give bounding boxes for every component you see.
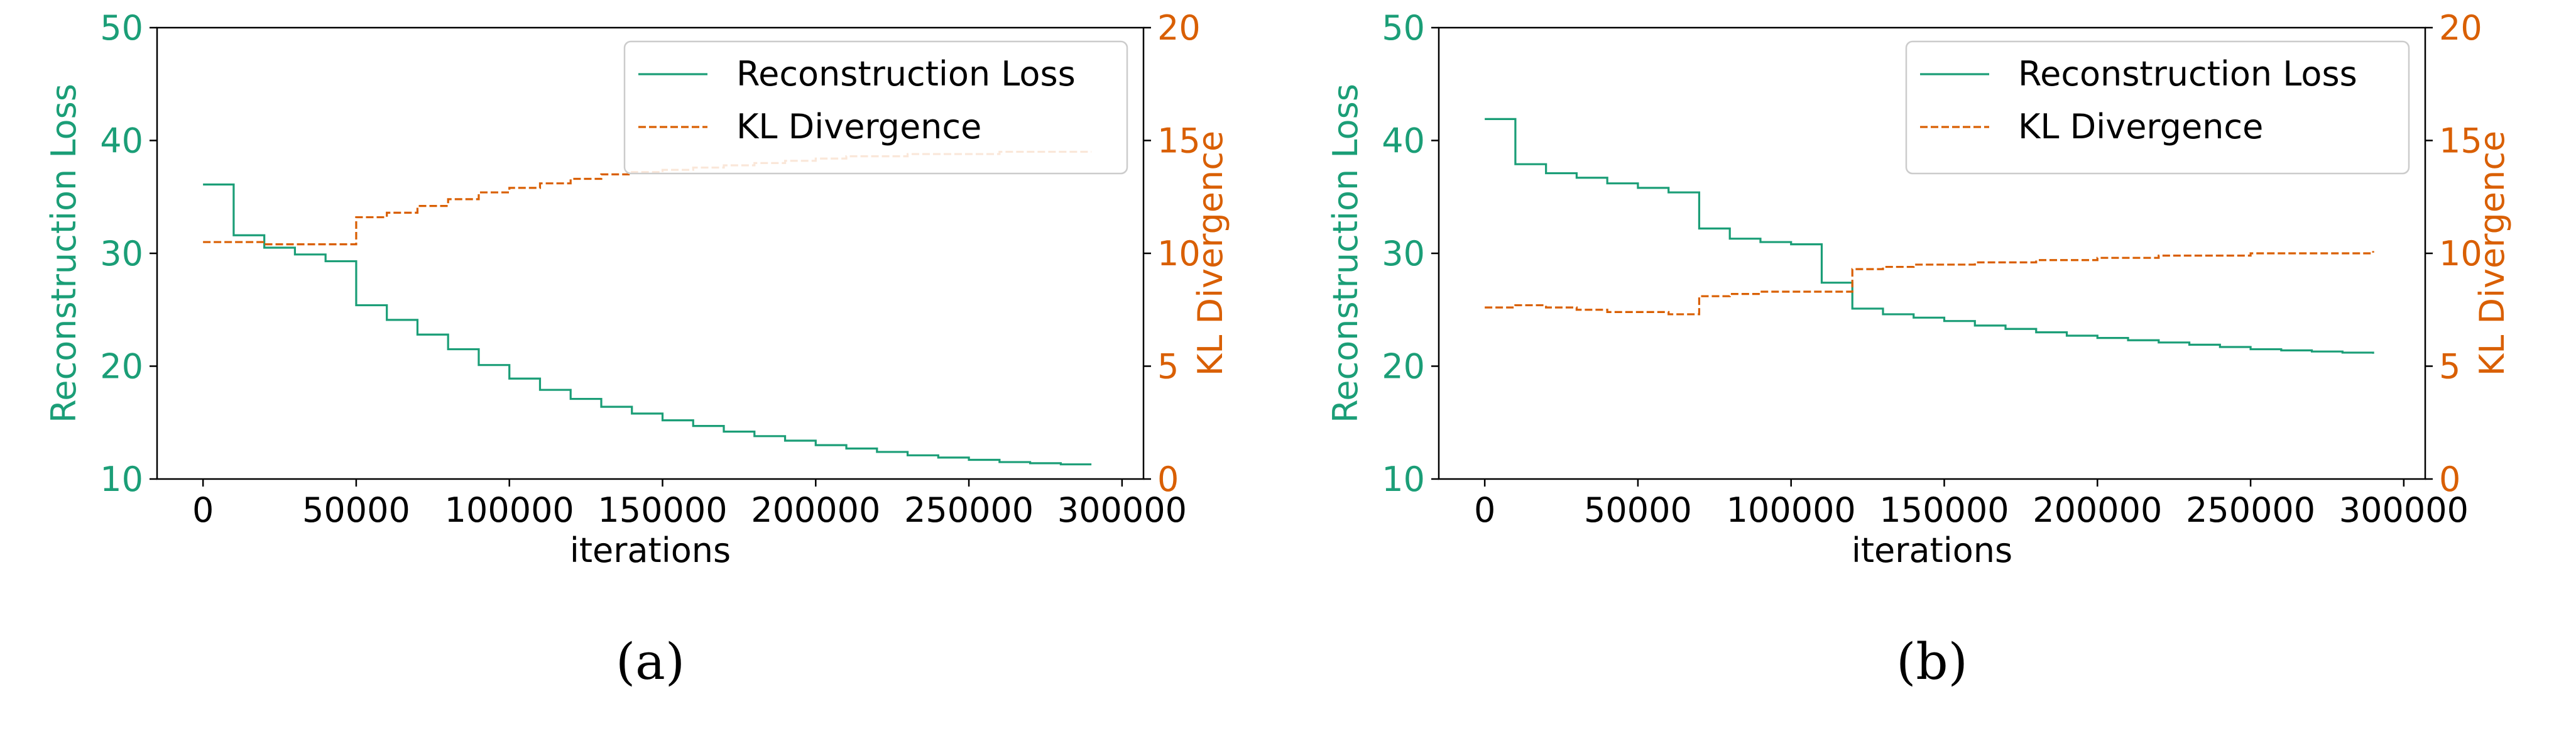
x-tick-label: 100000 <box>1727 490 1856 530</box>
y-left-axis-label: Reconstruction Loss <box>1326 84 1365 423</box>
chart-panel-1: 0 50000 100000 150000 200000 250000 300000 10 20… <box>44 8 1230 691</box>
x-tick-label: 0 <box>192 490 214 530</box>
x-tick-label: 150000 <box>1879 490 2009 530</box>
panel-caption: (a) <box>616 632 685 691</box>
legend: Reconstruction Loss KL Divergence <box>623 40 1128 175</box>
legend-box <box>623 40 1128 175</box>
y-right-tick-label: 20 <box>2439 8 2482 48</box>
y-right-tick-label: 15 <box>1157 121 1201 161</box>
x-axis-label: iterations <box>1852 531 2012 570</box>
y-right-tick-label: 0 <box>2439 460 2460 499</box>
legend-label: Reconstruction Loss <box>2018 54 2357 94</box>
series-line-kl-divergence <box>1485 251 2374 316</box>
y-right-tick-label: 10 <box>1157 234 1201 273</box>
x-tick-label: 50000 <box>302 490 410 530</box>
y-right-axis-label: KL Divergence <box>2472 131 2512 376</box>
x-tick-label: 50000 <box>1584 490 1692 530</box>
y-left-tick-label: 40 <box>1382 121 1425 161</box>
legend: Reconstruction Loss KL Divergence <box>1905 40 2410 175</box>
y-left-tick-label: 20 <box>100 347 143 387</box>
y-right-tick-label: 15 <box>2439 121 2482 161</box>
y-left-tick-label: 10 <box>100 460 143 499</box>
y-right-tick-label: 20 <box>1157 8 1201 48</box>
y-right-axis-label: KL Divergence <box>1191 131 1230 376</box>
y-right-tick-label: 0 <box>1157 460 1179 499</box>
y-right-tick-label: 5 <box>2439 347 2460 387</box>
x-tick-label: 200000 <box>751 490 880 530</box>
legend-label: KL Divergence <box>736 107 981 146</box>
y-left-tick-label: 20 <box>1382 347 1425 387</box>
series-line-reconstruction-loss <box>203 183 1092 466</box>
y-right-tick-label: 10 <box>2439 234 2482 273</box>
x-tick-label: 100000 <box>445 490 574 530</box>
y-left-tick-label: 50 <box>1382 8 1425 48</box>
y-right-tick-label: 5 <box>1157 347 1179 387</box>
legend-box <box>1905 40 2410 175</box>
legend-label: KL Divergence <box>2018 107 2263 146</box>
x-tick-label: 250000 <box>2186 490 2315 530</box>
panel-caption: (b) <box>1896 632 1968 691</box>
x-tick-label: 150000 <box>598 490 727 530</box>
x-tick-label: 250000 <box>904 490 1034 530</box>
y-left-tick-label: 50 <box>100 8 143 48</box>
x-tick-label: 300000 <box>1057 490 1187 530</box>
x-tick-label: 0 <box>1474 490 1495 530</box>
x-tick-label: 200000 <box>2033 490 2162 530</box>
y-left-axis-label: Reconstruction Loss <box>44 84 84 423</box>
y-left-tick-label: 30 <box>100 234 143 273</box>
y-left-tick-label: 30 <box>1382 234 1425 273</box>
x-tick-label: 300000 <box>2339 490 2469 530</box>
legend-label: Reconstruction Loss <box>736 54 1076 94</box>
chart-panel-2: 0 50000 100000 150000 200000 250000 300000 10 20… <box>1326 8 2512 691</box>
y-left-tick-label: 40 <box>100 121 143 161</box>
x-axis-label: iterations <box>570 531 731 570</box>
y-left-tick-label: 10 <box>1382 460 1425 499</box>
series-line-reconstruction-loss <box>1485 118 2374 354</box>
